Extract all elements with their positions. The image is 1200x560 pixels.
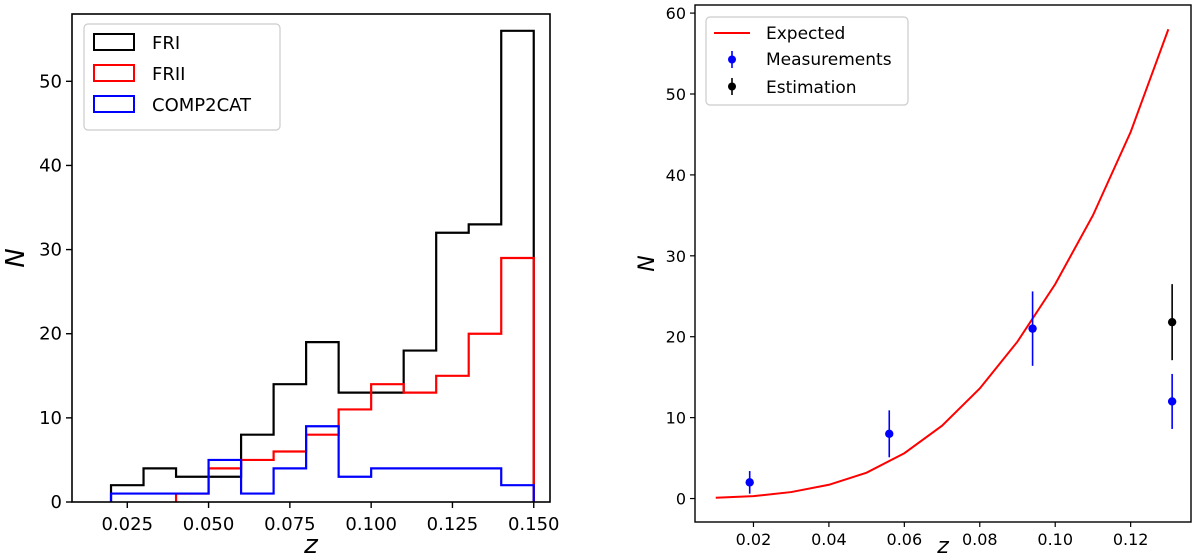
histogram-series-comp2cat [109, 425, 535, 502]
legend-swatch-measurements-dot [728, 55, 736, 64]
x-tick-label: 0.06 [887, 530, 923, 549]
x-tick-label: 0.12 [1113, 530, 1149, 549]
y-tick-label: 40 [39, 155, 62, 176]
expected-line [715, 28, 1170, 499]
x-tick-label: 0.125 [427, 514, 479, 535]
x-tick-label: 0.150 [508, 514, 560, 535]
estimation-point [1167, 317, 1177, 327]
y-tick-label: 10 [666, 409, 686, 428]
expected-chart: 0.02 0.04 0.06 0.08 0.10 0.12 0 10 20 30 40 50 60 z N E… [635, 4, 1192, 559]
legend-label-frii: FRII [152, 64, 185, 85]
y-tick-label: 10 [39, 408, 62, 429]
legend-label-fri: FRI [152, 33, 180, 54]
plot-frame [694, 4, 1192, 523]
measurements-point [885, 429, 894, 439]
y-tick-label: 0 [676, 490, 686, 509]
legend-label-expected: Expected [766, 24, 845, 44]
y-tick-label: 0 [51, 492, 62, 513]
y-tick-label: 40 [666, 166, 686, 185]
legend: Expected Measurements Estimation [705, 16, 909, 106]
legend-label-estimation: Estimation [766, 78, 857, 98]
measurements-point [1028, 324, 1037, 333]
y-tick-label: 30 [39, 240, 62, 261]
legend-swatch-comp2cat [93, 95, 135, 113]
x-tick-label: 0.04 [811, 530, 847, 549]
x-tick-label: 0.10 [1037, 530, 1073, 549]
x-tick-label: 0.100 [345, 514, 397, 535]
plot-frame [71, 13, 551, 503]
legend-box [705, 16, 909, 106]
y-tick-label: 30 [666, 247, 686, 266]
y-axis-label: N [635, 255, 660, 271]
x-tick-label: 0.025 [102, 514, 154, 535]
legend-swatch-fri [93, 33, 135, 51]
legend-label-measurements: Measurements [766, 50, 892, 70]
y-axis-label: N [1, 248, 31, 267]
x-axis-label: z [936, 534, 949, 559]
y-tick-label: 20 [39, 324, 62, 345]
histogram-chart: 0.025 0.050 0.075 0.100 0.125 0.150 0 10 20 30 40 5… [1, 13, 560, 560]
x-tick-label: 0.02 [736, 530, 772, 549]
x-tick-label: 0.075 [264, 514, 316, 535]
histogram-series-fri [109, 29, 535, 502]
x-tick-label: 0.050 [183, 514, 235, 535]
y-tick-label: 50 [666, 85, 686, 104]
y-tick-label: 60 [666, 4, 686, 23]
x-axis-label: z [303, 530, 319, 560]
legend-label-comp2cat: COMP2CAT [152, 95, 252, 116]
legend: FRI FRII COMP2CAT [83, 23, 281, 131]
measurements-point [745, 478, 754, 487]
legend-swatch-estimation-dot [728, 82, 736, 91]
y-tick-label: 50 [39, 71, 62, 92]
x-tick-label: 0.08 [962, 530, 998, 549]
y-tick-label: 20 [666, 328, 686, 347]
legend-swatch-frii [93, 64, 135, 82]
histogram-series-frii [174, 256, 535, 502]
measurements-point [1167, 397, 1177, 406]
